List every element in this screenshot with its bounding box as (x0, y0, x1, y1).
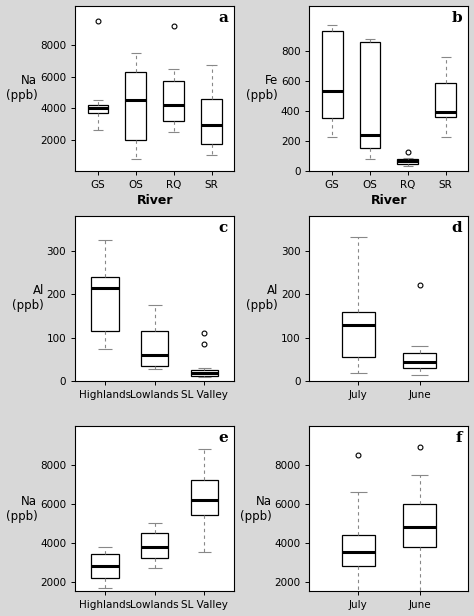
PathPatch shape (141, 331, 168, 366)
PathPatch shape (398, 159, 418, 164)
PathPatch shape (342, 312, 375, 357)
PathPatch shape (141, 533, 168, 558)
PathPatch shape (403, 504, 437, 546)
PathPatch shape (435, 83, 456, 117)
Text: a: a (218, 10, 228, 25)
Text: e: e (218, 431, 228, 445)
Y-axis label: Al
(ppb): Al (ppb) (246, 285, 278, 312)
Y-axis label: Al
(ppb): Al (ppb) (12, 285, 44, 312)
PathPatch shape (163, 81, 184, 121)
Y-axis label: Fe
(ppb): Fe (ppb) (246, 75, 278, 102)
Text: f: f (456, 431, 462, 445)
Y-axis label: Na
(ppb): Na (ppb) (6, 75, 37, 102)
PathPatch shape (360, 42, 381, 148)
PathPatch shape (91, 277, 118, 331)
PathPatch shape (322, 31, 343, 118)
Text: c: c (219, 221, 228, 235)
PathPatch shape (201, 99, 222, 144)
PathPatch shape (191, 370, 218, 376)
Text: b: b (451, 10, 462, 25)
Text: d: d (451, 221, 462, 235)
PathPatch shape (191, 480, 218, 516)
X-axis label: River: River (137, 195, 173, 208)
PathPatch shape (88, 105, 109, 113)
PathPatch shape (126, 72, 146, 140)
Y-axis label: Na
(ppb): Na (ppb) (6, 495, 37, 522)
X-axis label: River: River (371, 195, 407, 208)
PathPatch shape (342, 535, 375, 566)
PathPatch shape (403, 353, 437, 368)
Y-axis label: Na
(ppb): Na (ppb) (240, 495, 272, 522)
PathPatch shape (91, 554, 118, 578)
